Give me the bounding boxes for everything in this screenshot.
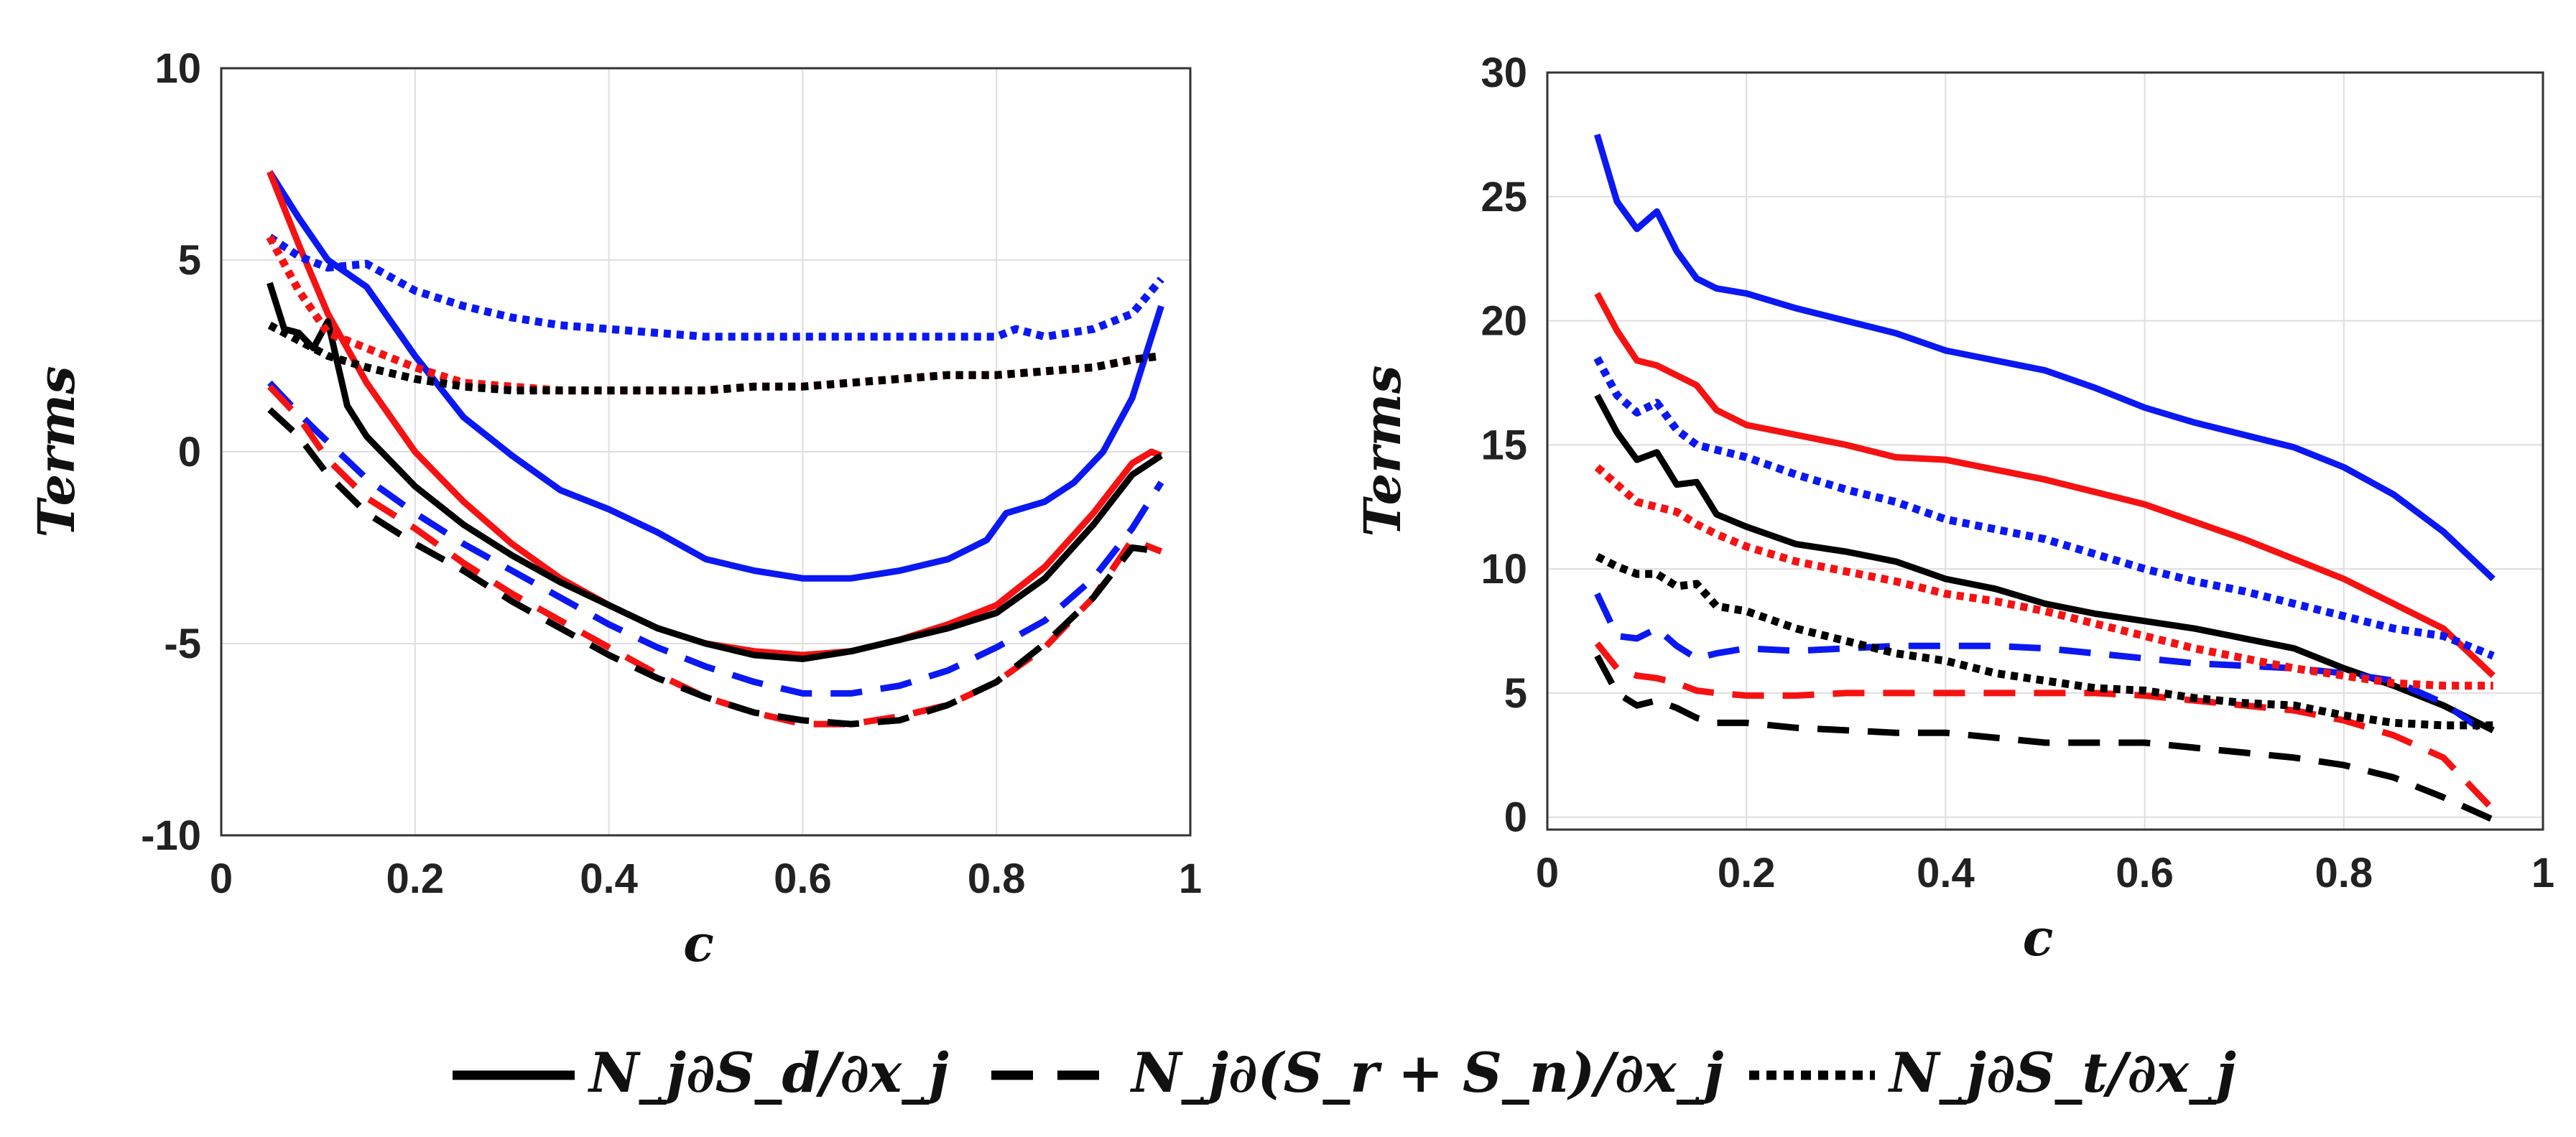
left-series-blue-dotted	[267, 233, 1164, 341]
left-ytick-label: 5	[178, 237, 201, 284]
right-ytick-label: 10	[1481, 546, 1527, 593]
right-xtick-label: 1	[2531, 850, 2554, 896]
right-xtick-label: 0.2	[1718, 850, 1776, 896]
right-ytick-label: 25	[1481, 174, 1527, 221]
left-series-black-dashed	[267, 407, 1162, 728]
left-ytick-label: -5	[164, 621, 201, 667]
right-series-blue-dashed	[1594, 592, 2496, 741]
left-xtick-label: 1	[1179, 855, 1202, 902]
right-axes-frame	[1546, 71, 2544, 831]
left-series-red-dotted	[266, 235, 1162, 395]
right-y-axis-label: Terms	[1353, 366, 1412, 537]
right-ytick-label: 0	[1504, 794, 1527, 841]
left-series-black-dotted	[267, 321, 1162, 395]
right-xtick-label: 0	[1536, 850, 1559, 896]
right-series-black-solid	[1594, 394, 2495, 733]
right-xtick-label: 0.6	[2116, 850, 2174, 896]
right-series-red-dotted	[1594, 464, 2493, 690]
left-ytick-label: 0	[178, 429, 201, 475]
right-ytick-label: 20	[1481, 298, 1527, 345]
right-ytick-label: 15	[1481, 422, 1527, 468]
legend-label-srn: N_j∂(S_r + S_n)/∂x_j	[1130, 1041, 1723, 1105]
left-xtick-label: 0	[210, 855, 233, 902]
left-plot: 0 0.2 0.4 0.6 0.8 1 -10 -5 0 5 10 c Terms	[27, 45, 1202, 973]
left-xtick-label: 0.8	[968, 855, 1026, 902]
legend-label-st: N_j∂S_t/∂x_j	[1888, 1041, 2236, 1105]
right-xtick-label: 0.8	[2315, 850, 2373, 896]
left-series-blue-solid	[267, 170, 1164, 582]
left-ytick-label: 10	[154, 45, 201, 92]
right-ytick-label: 5	[1504, 670, 1527, 717]
right-xtick-label: 0.4	[1917, 850, 1975, 896]
right-series-black-dashed	[1594, 654, 2495, 823]
left-xtick-label: 0.2	[386, 855, 444, 902]
right-series-blue-dotted	[1593, 356, 2495, 660]
left-series-blue-dashed	[267, 380, 1164, 697]
legend: N_j∂S_d/∂x_j N_j∂(S_r + S_n)/∂x_j N_j∂S_…	[453, 1041, 2236, 1105]
left-y-axis-label: Terms	[27, 366, 86, 538]
left-series-red-solid	[267, 170, 1163, 659]
right-x-axis-label: c	[2023, 908, 2054, 967]
right-series-red-dashed	[1594, 641, 2496, 812]
right-series-black-dotted	[1595, 552, 2493, 730]
left-axes-frame	[220, 67, 1192, 837]
right-ytick-label: 30	[1481, 50, 1527, 96]
left-ytick-label: -10	[141, 812, 201, 859]
left-x-axis-label: c	[683, 914, 714, 973]
right-series-blue-solid	[1593, 134, 2496, 582]
legend-label-sd: N_j∂S_d/∂x_j	[588, 1041, 949, 1105]
right-series-red-solid	[1594, 292, 2496, 678]
left-xtick-label: 0.6	[774, 855, 832, 902]
left-xtick-label: 0.4	[580, 855, 638, 902]
